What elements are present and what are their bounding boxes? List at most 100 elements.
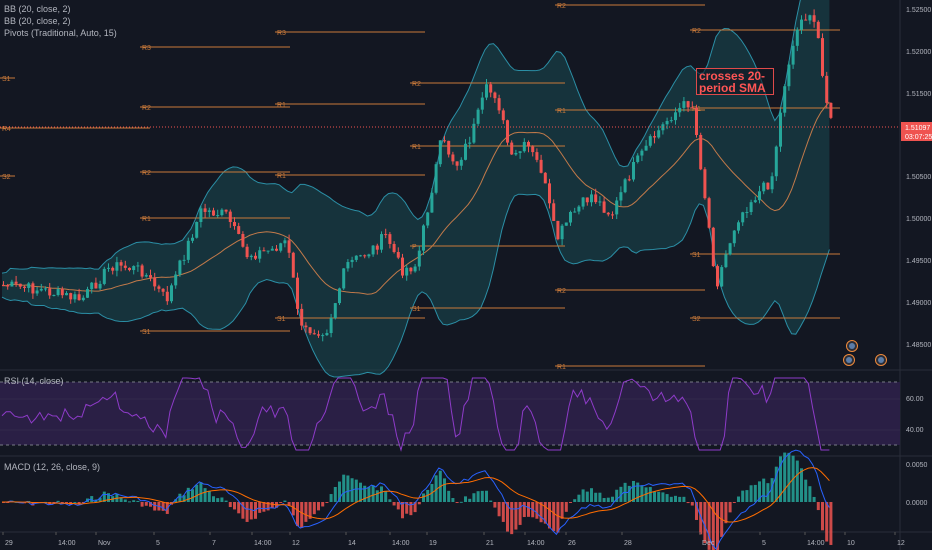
candle-body xyxy=(144,275,148,277)
candle-body xyxy=(296,277,299,309)
annotation-callout[interactable]: crosses 20- period SMA xyxy=(696,68,774,95)
macd-histogram-bar xyxy=(585,491,589,502)
macd-line xyxy=(1,449,830,550)
macd-histogram-bar xyxy=(81,502,85,503)
macd-histogram-bar xyxy=(422,493,425,502)
candle-body xyxy=(115,262,119,271)
pivot-label: R2 xyxy=(557,3,566,10)
macd-histogram-bar xyxy=(296,502,299,527)
candle-body xyxy=(711,227,715,267)
candle-body xyxy=(422,225,425,251)
candle-body xyxy=(758,191,761,201)
time-axis-label: 14:00 xyxy=(392,540,410,547)
macd-histogram-bar xyxy=(636,482,640,502)
pivot-label: S1 xyxy=(412,306,421,313)
macd-histogram-bar xyxy=(766,483,770,502)
candle-body xyxy=(44,288,47,290)
legend-bb-1[interactable]: BB (20, close, 2) xyxy=(4,4,71,14)
candle-body xyxy=(237,226,241,234)
macd-histogram-bar xyxy=(409,502,413,516)
macd-histogram-bar xyxy=(644,487,648,502)
event-marker-icon[interactable] xyxy=(846,340,858,352)
candle-body xyxy=(308,327,312,334)
pivot-label: R1 xyxy=(277,173,286,180)
macd-histogram-bar xyxy=(728,502,732,513)
macd-histogram-bar xyxy=(552,502,556,532)
candle-body xyxy=(291,252,295,278)
candle-body xyxy=(69,293,73,300)
macd-histogram-bar xyxy=(795,460,799,502)
candle-body xyxy=(459,159,463,166)
legend-pivots[interactable]: Pivots (Traditional, Auto, 15) xyxy=(4,28,117,38)
event-marker-icon[interactable] xyxy=(875,354,887,366)
macd-histogram-bar xyxy=(401,502,404,519)
macd-histogram-bar xyxy=(669,496,673,502)
candle-body xyxy=(52,294,56,296)
macd-histogram-bar xyxy=(27,501,31,503)
countdown-label: 03:07:25 xyxy=(905,134,932,141)
macd-histogram-bar xyxy=(123,499,127,502)
candle-body xyxy=(73,294,77,300)
macd-histogram-bar xyxy=(535,502,539,519)
candle-body xyxy=(195,221,199,238)
macd-histogram-bar xyxy=(359,482,362,502)
macd-histogram-bar xyxy=(443,478,446,502)
time-axis-label: 12 xyxy=(292,540,300,547)
macd-histogram-bar xyxy=(270,502,274,509)
macd-histogram-bar xyxy=(90,496,94,502)
macd-histogram-bar xyxy=(56,500,60,502)
macd-histogram-bar xyxy=(476,491,480,502)
macd-histogram-bar xyxy=(556,502,560,533)
legend-bb-2[interactable]: BB (20, close, 2) xyxy=(4,16,71,26)
macd-histogram-bar xyxy=(149,502,152,507)
candle-body xyxy=(774,146,778,177)
price-tick-label: 1.51500 xyxy=(906,91,931,98)
candle-body xyxy=(35,290,39,294)
candle-body xyxy=(821,38,824,76)
candle-body xyxy=(317,334,320,336)
pivot-label: R2 xyxy=(557,288,566,295)
event-marker-icon[interactable] xyxy=(843,354,855,366)
candle-body xyxy=(342,268,346,289)
macd-histogram-bar xyxy=(741,490,745,502)
candle-body xyxy=(816,21,820,39)
macd-histogram-bar xyxy=(73,501,77,503)
candle-body xyxy=(149,275,152,278)
macd-histogram-bar xyxy=(690,502,694,506)
candle-body xyxy=(770,176,774,190)
candle-body xyxy=(522,141,526,152)
candle-body xyxy=(762,182,766,192)
pivot-label: R3 xyxy=(277,30,286,37)
candle-body xyxy=(682,101,686,108)
candle-body xyxy=(220,209,224,216)
candle-body xyxy=(241,233,245,247)
macd-histogram-bar xyxy=(581,489,585,502)
candle-body xyxy=(804,19,808,21)
macd-histogram-bar xyxy=(241,502,245,519)
candle-body xyxy=(228,211,232,223)
macd-histogram-bar xyxy=(577,494,581,502)
candle-body xyxy=(556,220,560,240)
pivot-label: R2 xyxy=(142,105,151,112)
legend-rsi[interactable]: RSI (14, close) xyxy=(4,376,64,386)
macd-histogram-bar xyxy=(287,502,291,506)
candle-body xyxy=(615,200,619,215)
candle-body xyxy=(216,215,220,217)
macd-histogram-bar xyxy=(825,502,829,542)
macd-histogram-bar xyxy=(107,493,110,502)
candle-body xyxy=(98,283,102,289)
macd-histogram-bar xyxy=(602,498,606,502)
candle-body xyxy=(329,318,333,334)
macd-histogram-bar xyxy=(136,500,140,502)
candle-body xyxy=(560,225,564,240)
candle-body xyxy=(766,182,770,190)
macd-histogram-bar xyxy=(417,502,421,505)
macd-histogram-bar xyxy=(153,502,157,511)
last-price-label: 1.51097 xyxy=(905,125,930,132)
pivot-label: P xyxy=(412,244,417,251)
candle-body xyxy=(371,245,375,255)
candle-body xyxy=(535,152,539,160)
legend-macd[interactable]: MACD (12, 26, close, 9) xyxy=(4,462,101,472)
candle-body xyxy=(611,214,614,216)
